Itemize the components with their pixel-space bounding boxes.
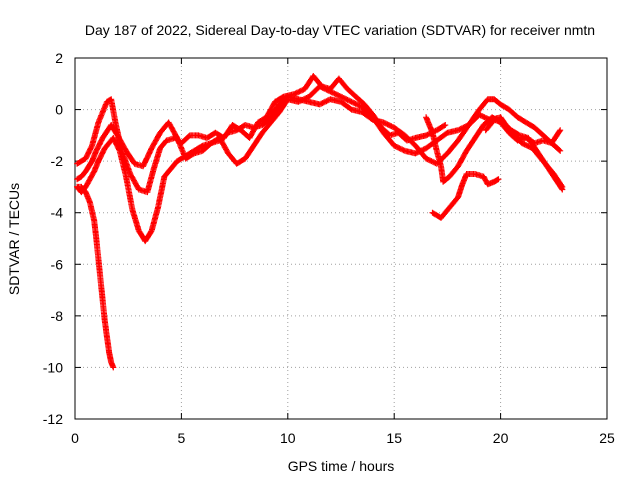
series-track-e (429, 171, 502, 221)
x-tick-label: 15 (386, 430, 402, 446)
x-tick-label: 5 (178, 430, 186, 446)
chart-title: Day 187 of 2022, Sidereal Day-to-day VTE… (85, 22, 595, 38)
series-track-g (482, 116, 566, 193)
y-tick-label: 0 (55, 102, 63, 118)
series-track-d (74, 183, 117, 371)
series-track-b (74, 83, 564, 183)
x-tick-label: 10 (280, 430, 296, 446)
data-points (74, 73, 566, 371)
plot-frame (74, 57, 608, 420)
data-point-markers (74, 83, 564, 183)
x-tick-label: 25 (599, 430, 615, 446)
x-tick-label: 0 (71, 430, 79, 446)
data-point-markers (74, 183, 117, 371)
y-tick-label: -10 (43, 359, 63, 375)
y-tick-label: -2 (51, 153, 64, 169)
y-tick-label: -6 (51, 256, 64, 272)
grid (75, 58, 607, 419)
data-point-markers (482, 116, 566, 193)
x-axis-label: GPS time / hours (288, 458, 395, 474)
y-tick-label: -8 (51, 308, 64, 324)
x-tick-label: 20 (493, 430, 509, 446)
y-tick-label: 2 (55, 50, 63, 66)
data-point-markers (429, 171, 502, 221)
axis-ticks: 0 5 10 15 20 25 -12 -10 -8 -6 -4 -2 0 2 (43, 50, 615, 446)
y-tick-label: -4 (51, 205, 64, 221)
y-axis-label: SDTVAR / TECUs (6, 183, 22, 295)
y-tick-label: -12 (43, 411, 63, 427)
